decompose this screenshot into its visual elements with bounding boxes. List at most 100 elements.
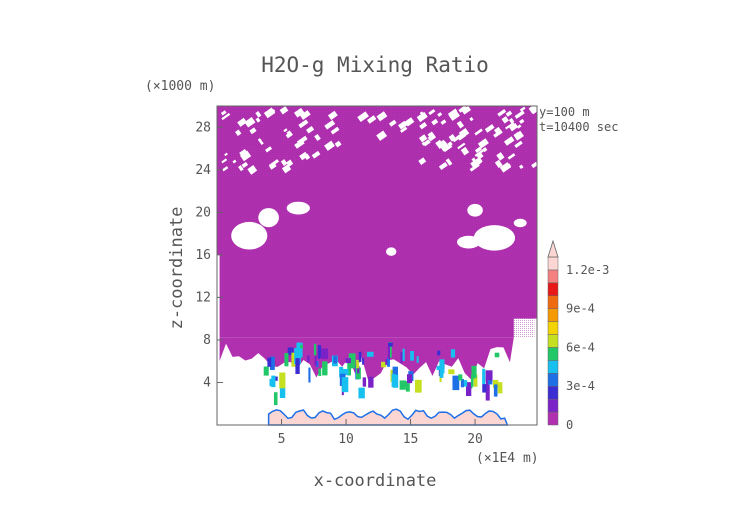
dry-streak bbox=[531, 161, 538, 169]
dry-streak bbox=[427, 131, 435, 138]
dry-streak bbox=[269, 162, 277, 170]
dry-streak bbox=[519, 106, 526, 112]
dry-streak bbox=[221, 158, 228, 164]
dry-streak bbox=[257, 138, 264, 146]
dry-streak bbox=[447, 141, 453, 147]
dry-streak bbox=[418, 157, 427, 165]
dry-streak bbox=[416, 111, 428, 123]
dry-gap bbox=[231, 221, 268, 250]
dry-streak bbox=[509, 122, 519, 132]
dry-streak bbox=[503, 136, 515, 146]
x-tick-label: 5 bbox=[278, 432, 286, 447]
colorbar-swatch bbox=[547, 398, 559, 413]
dry-streak bbox=[244, 116, 256, 128]
y-axis-label: z-coordinate bbox=[167, 207, 187, 330]
dry-streak bbox=[474, 128, 483, 136]
dry-streak bbox=[484, 124, 495, 133]
colorbar-label: 0 bbox=[566, 418, 573, 432]
y-tick-label: 12 bbox=[195, 290, 211, 305]
dry-streak bbox=[528, 104, 539, 114]
dry-streak bbox=[477, 138, 489, 149]
x-tick-label: 10 bbox=[338, 432, 354, 447]
x-axis-label: x-coordinate bbox=[314, 471, 437, 491]
dry-streak bbox=[438, 161, 448, 171]
dry-streak bbox=[366, 115, 377, 124]
convective-cell bbox=[331, 353, 356, 396]
dry-streak bbox=[334, 140, 342, 148]
colorbar-swatch bbox=[547, 321, 559, 335]
y-tick-label: 4 bbox=[203, 375, 211, 390]
colorbar-swatch bbox=[547, 385, 559, 400]
y-axis-ticks: 4 8 12 16 20 24 28 bbox=[195, 120, 223, 390]
convective-cell bbox=[307, 343, 329, 383]
dry-streak bbox=[330, 126, 340, 135]
dry-streak bbox=[431, 118, 439, 126]
dry-streak bbox=[357, 111, 369, 122]
colorbar-swatch bbox=[547, 334, 559, 348]
colorbar-swatch bbox=[547, 411, 559, 426]
dry-streak bbox=[519, 164, 524, 170]
dry-streak bbox=[299, 151, 309, 161]
dry-streak bbox=[404, 117, 415, 127]
dry-streak bbox=[294, 107, 305, 118]
dry-streak bbox=[241, 161, 249, 168]
dry-streak bbox=[232, 159, 237, 164]
plot-frame bbox=[216, 105, 538, 426]
dry-streak bbox=[299, 110, 311, 120]
dry-streak bbox=[496, 152, 505, 161]
colorbar-swatch bbox=[547, 269, 559, 284]
dry-streak bbox=[418, 134, 428, 143]
dry-gap bbox=[258, 208, 279, 228]
dry-streak bbox=[376, 130, 388, 141]
dry-streak bbox=[298, 119, 309, 129]
dry-streak bbox=[421, 141, 426, 146]
dry-gap bbox=[467, 203, 483, 217]
dry-streak bbox=[376, 111, 388, 122]
x-tick-label: 15 bbox=[403, 432, 419, 447]
dry-streak bbox=[482, 147, 488, 153]
plot-field bbox=[217, 104, 541, 426]
dry-streak bbox=[388, 119, 397, 127]
dry-streak bbox=[514, 110, 525, 119]
y-tick-label: 20 bbox=[195, 205, 211, 220]
colorbar-swatch bbox=[547, 308, 559, 322]
dry-streak bbox=[327, 110, 338, 121]
dry-streak bbox=[235, 129, 242, 136]
dry-streak bbox=[445, 158, 453, 166]
dry-streak bbox=[493, 126, 501, 134]
annotation-y: y=100 m bbox=[539, 105, 590, 119]
dry-streak bbox=[280, 159, 288, 166]
dry-streak bbox=[456, 120, 465, 129]
dry-streak bbox=[255, 117, 261, 123]
dry-streak bbox=[461, 105, 472, 115]
dry-streak bbox=[437, 112, 443, 117]
colorbar-swatch bbox=[547, 373, 559, 387]
dry-streak bbox=[237, 117, 247, 127]
dry-streak bbox=[220, 110, 227, 116]
dry-streak bbox=[452, 135, 461, 143]
dry-streak bbox=[324, 140, 335, 151]
dry-streak bbox=[281, 164, 292, 174]
dry-streak bbox=[474, 146, 482, 154]
dry-streak bbox=[499, 162, 512, 173]
y-tick-label: 28 bbox=[195, 120, 211, 135]
dry-gap bbox=[457, 235, 481, 249]
x-axis-ticks: 5 10 15 20 bbox=[278, 419, 483, 447]
dry-streak bbox=[460, 146, 470, 156]
y-unit-label: (×1000 m) bbox=[145, 79, 215, 94]
dry-streak bbox=[519, 118, 525, 124]
colorbar-extend-arrow bbox=[547, 239, 559, 258]
dry-streak bbox=[471, 157, 478, 164]
colorbar-label: 1.2e-3 bbox=[566, 263, 609, 277]
dry-streak bbox=[458, 105, 467, 113]
dry-streak bbox=[398, 120, 408, 130]
convective-cell bbox=[381, 342, 399, 388]
dry-streak bbox=[222, 166, 229, 172]
dry-streak bbox=[285, 131, 293, 139]
convective-cell bbox=[458, 365, 478, 397]
dry-streak bbox=[469, 163, 480, 172]
y-tick-label: 24 bbox=[195, 163, 211, 178]
colorbar-swatch bbox=[547, 360, 559, 374]
dry-gap bbox=[473, 225, 516, 251]
